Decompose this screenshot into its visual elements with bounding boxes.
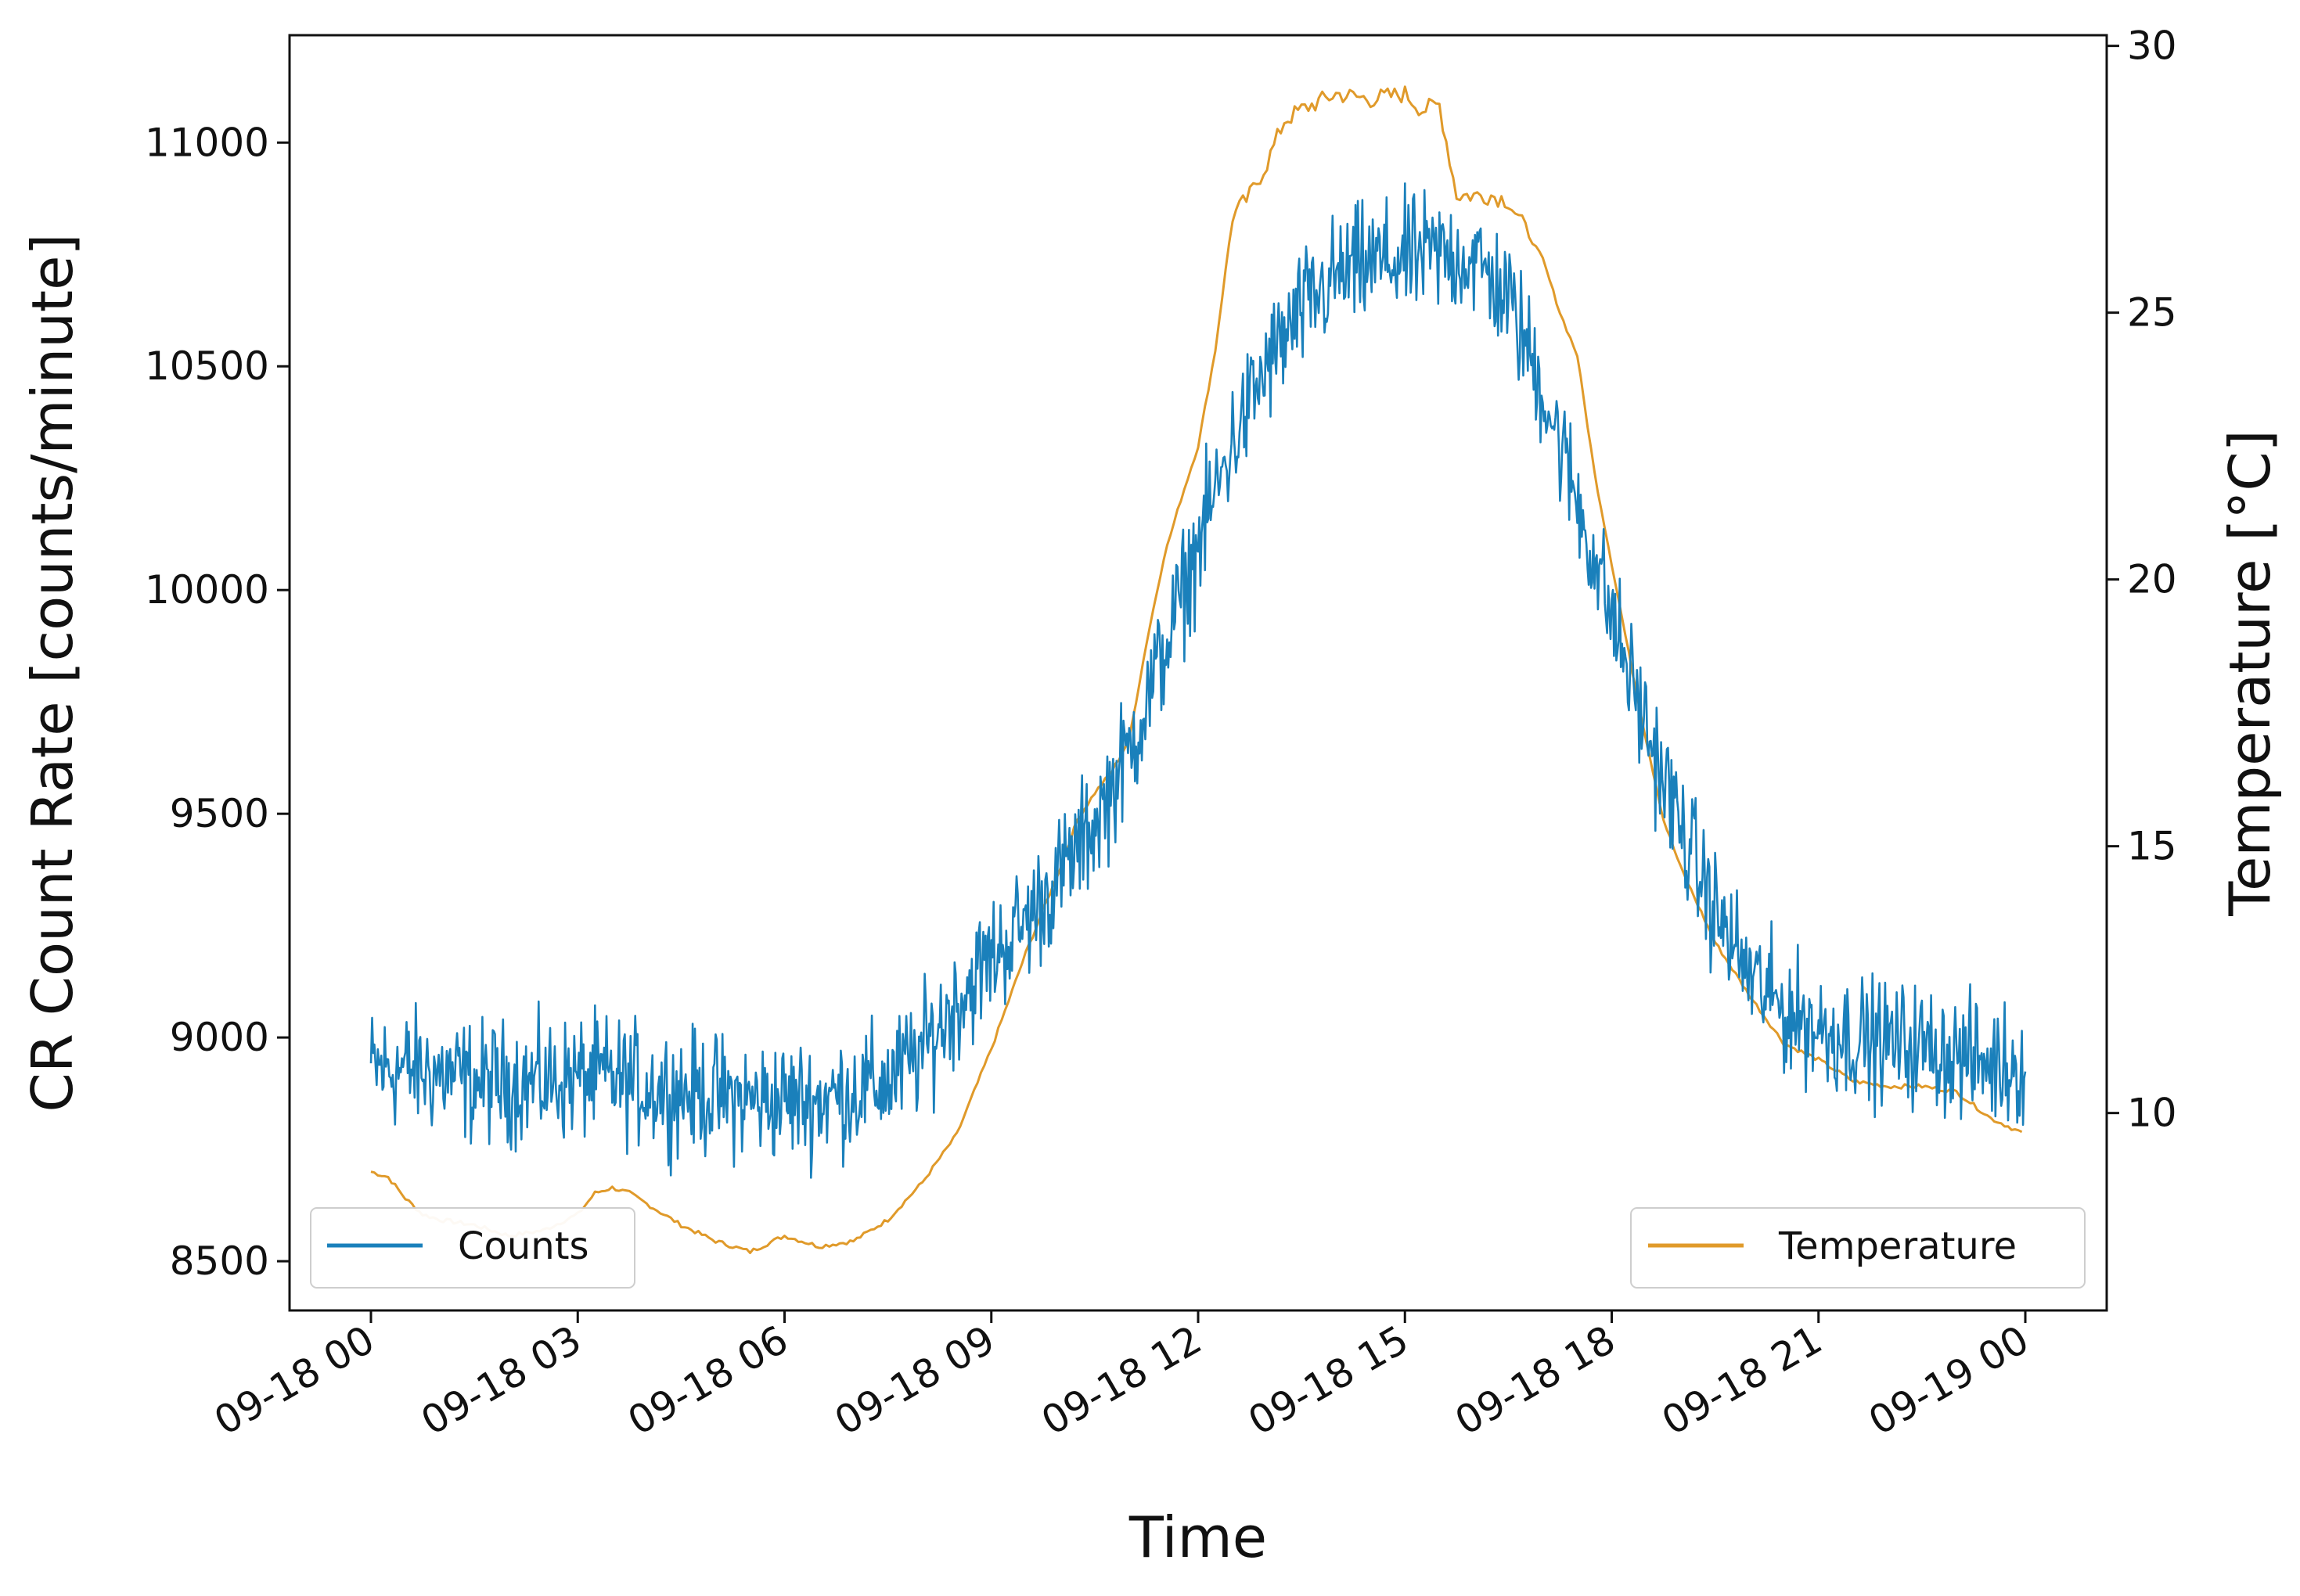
y-axis-title: CR Count Rate [counts/minute] bbox=[20, 234, 85, 1113]
y-tick-label: 11000 bbox=[145, 120, 269, 165]
legend-counts-box bbox=[310, 1207, 635, 1289]
counts-series-line bbox=[369, 182, 2027, 1179]
y2-tick-label: 10 bbox=[2127, 1091, 2177, 1136]
y-axis-right: 10 15 20 25 30 bbox=[2107, 23, 2177, 1136]
counts-layer bbox=[369, 182, 2027, 1179]
temperature-layer bbox=[370, 85, 2023, 1254]
y-tick-label: 9000 bbox=[170, 1015, 269, 1060]
legend-counts-label: Counts bbox=[458, 1224, 589, 1268]
y-axis-left: 8500 9000 9500 10000 10500 11000 bbox=[145, 120, 290, 1284]
legend-temperature-label: Temperature bbox=[1778, 1224, 2017, 1268]
legend-temperature: Temperature bbox=[1630, 1207, 2086, 1289]
y-tick-label: 8500 bbox=[170, 1238, 269, 1284]
temperature-series-line bbox=[370, 85, 2023, 1254]
y-tick-label: 10500 bbox=[145, 343, 269, 389]
y2-axis-title: Temperature [°C] bbox=[2217, 430, 2283, 916]
y-tick-label: 10000 bbox=[145, 567, 269, 613]
x-axis-title: Time bbox=[1128, 1504, 1267, 1570]
y2-tick-label: 15 bbox=[2127, 824, 2177, 869]
legend-temperature-box bbox=[1630, 1207, 2086, 1289]
y2-tick-label: 25 bbox=[2127, 290, 2177, 336]
y2-tick-label: 30 bbox=[2127, 23, 2177, 69]
legend-counts: Counts bbox=[310, 1207, 635, 1289]
y-tick-label: 9500 bbox=[170, 791, 269, 836]
y2-tick-label: 20 bbox=[2127, 557, 2177, 602]
